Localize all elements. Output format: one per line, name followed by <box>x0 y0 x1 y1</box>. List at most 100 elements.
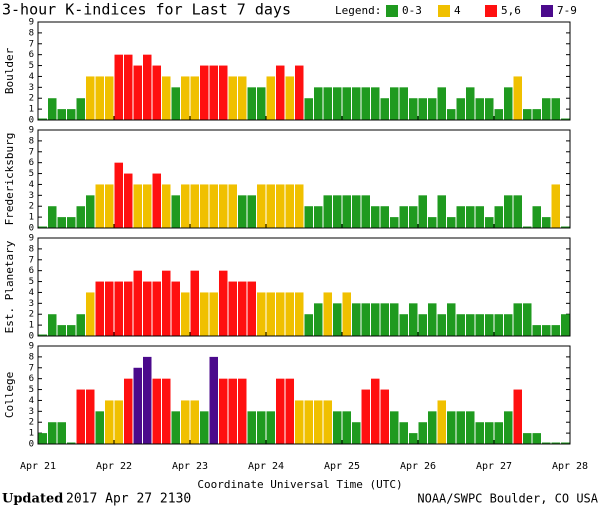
y-tick-label: 2 <box>29 310 34 320</box>
bar <box>418 98 427 120</box>
bar <box>105 400 114 444</box>
bar <box>475 206 484 228</box>
bar <box>352 87 361 120</box>
bar <box>456 206 465 228</box>
bar <box>228 76 237 120</box>
bar <box>181 184 190 228</box>
bar <box>447 109 456 120</box>
y-tick-label: 1 <box>29 429 34 439</box>
bar <box>285 378 294 444</box>
bar <box>494 422 503 444</box>
bar <box>323 87 332 120</box>
bar <box>399 422 408 444</box>
bar <box>124 54 133 120</box>
x-axis-label: Coordinate Universal Time (UTC) <box>197 478 402 491</box>
bar <box>523 433 532 444</box>
bar <box>162 76 171 120</box>
bar <box>399 314 408 336</box>
bar <box>437 87 446 120</box>
bar <box>380 389 389 444</box>
legend-text: 0-3 <box>402 4 422 17</box>
bar <box>114 162 123 228</box>
bar <box>447 303 456 336</box>
x-tick-label: Apr 23 <box>172 461 208 472</box>
bar <box>143 281 152 336</box>
bar <box>456 98 465 120</box>
x-tick-label: Apr 21 <box>20 461 56 472</box>
bar <box>523 109 532 120</box>
updated-time: 2017 Apr 27 2130 <box>66 492 191 507</box>
bar <box>228 184 237 228</box>
bar <box>542 442 551 444</box>
bar <box>209 65 218 120</box>
bar <box>67 217 76 228</box>
bar <box>323 400 332 444</box>
x-tick-label: Apr 27 <box>476 461 512 472</box>
bar <box>38 334 47 336</box>
bar <box>133 367 142 444</box>
bar <box>276 292 285 336</box>
y-tick-label: 8 <box>29 352 34 362</box>
bar <box>380 98 389 120</box>
bar <box>152 378 161 444</box>
bar <box>266 184 275 228</box>
bar <box>133 65 142 120</box>
bar <box>418 314 427 336</box>
panel-frame <box>37 345 571 445</box>
y-tick-label: 2 <box>29 94 34 104</box>
y-tick-label: 5 <box>29 277 34 287</box>
bar <box>532 109 541 120</box>
bar <box>399 87 408 120</box>
bar <box>143 356 152 444</box>
bar <box>485 98 494 120</box>
bar <box>371 303 380 336</box>
y-tick-label: 6 <box>29 50 34 60</box>
bar <box>342 195 351 228</box>
y-tick-label: 7 <box>29 147 34 157</box>
y-tick-label: 1 <box>29 105 34 115</box>
credit: NOAA/SWPC Boulder, CO USA <box>417 492 598 506</box>
bar <box>532 325 541 336</box>
bar <box>95 76 104 120</box>
bar <box>86 292 95 336</box>
bar <box>352 195 361 228</box>
bar <box>171 87 180 120</box>
bar <box>48 98 57 120</box>
bar <box>504 411 513 444</box>
bar <box>428 303 437 336</box>
bar <box>209 292 218 336</box>
y-tick-label: 1 <box>29 321 34 331</box>
y-tick-label: 5 <box>29 385 34 395</box>
y-tick-label: 3 <box>29 191 34 201</box>
bar <box>466 87 475 120</box>
bar <box>276 65 285 120</box>
bar <box>200 65 209 120</box>
bar <box>219 270 228 336</box>
bar <box>466 314 475 336</box>
y-tick-label: 9 <box>29 126 34 136</box>
y-tick-label: 4 <box>29 288 34 298</box>
bar <box>342 292 351 336</box>
bar <box>247 195 256 228</box>
y-tick-label: 4 <box>29 72 34 82</box>
bar <box>67 325 76 336</box>
y-tick-label: 5 <box>29 61 34 71</box>
bar <box>409 98 418 120</box>
bar <box>238 76 247 120</box>
y-axis-label: Boulder <box>3 47 16 94</box>
bar <box>523 303 532 336</box>
bar <box>105 184 114 228</box>
y-tick-label: 5 <box>29 169 34 179</box>
bar <box>181 76 190 120</box>
bar <box>428 411 437 444</box>
bar <box>371 378 380 444</box>
bar <box>513 195 522 228</box>
bar <box>390 411 399 444</box>
bar <box>266 411 275 444</box>
bar <box>276 184 285 228</box>
bar <box>228 281 237 336</box>
bar <box>295 292 304 336</box>
bar <box>352 422 361 444</box>
bar <box>171 281 180 336</box>
